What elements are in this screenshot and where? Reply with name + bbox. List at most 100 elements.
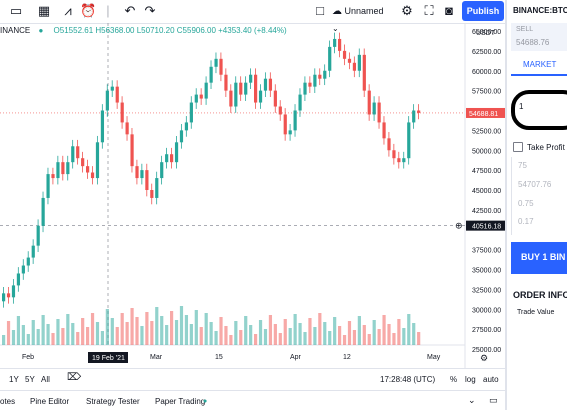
buy-button[interactable]: BUY 1 BIN: [511, 242, 567, 274]
alert-clock-icon[interactable]: ⏰: [80, 3, 97, 18]
price-chart[interactable]: USDT65000.0062500.0060000.0057500.005500…: [0, 23, 505, 368]
separator-icon: |: [106, 3, 110, 18]
fullscreen-icon[interactable]: ⛶: [424, 3, 434, 18]
candle-body: [412, 110, 416, 123]
tab-notes[interactable]: otes: [0, 397, 16, 406]
clock-time[interactable]: 17:28:48 (UTC): [380, 375, 436, 384]
volume-bar: [313, 327, 317, 345]
indicators-icon[interactable]: ⩘: [64, 3, 72, 18]
candle-body: [298, 94, 302, 111]
buy-label: BUY 1 BIN: [521, 252, 566, 262]
tp-amount-field[interactable]: 0.75: [518, 199, 534, 208]
volume-bar: [293, 314, 297, 345]
candle-body: [105, 90, 109, 111]
chart-area[interactable]: USDT65000.0062500.0060000.0057500.005500…: [0, 23, 505, 368]
time-axis-tick: Feb: [22, 354, 34, 361]
candle-body: [377, 102, 381, 123]
range-1y[interactable]: 1Y: [9, 375, 19, 384]
tab-strategy-tester[interactable]: Strategy Tester: [86, 397, 140, 406]
volume-bar: [130, 308, 134, 345]
price-axis-tick: 42500.00: [472, 208, 501, 215]
crosshair-price-tag: [466, 220, 505, 231]
volume-bar: [21, 325, 25, 345]
candle-body: [145, 170, 149, 190]
volume-bar: [76, 332, 80, 345]
candle-body: [189, 102, 193, 123]
layout-name-button[interactable]: ☁ Unnamed ⌄: [332, 3, 390, 33]
volume-bar: [179, 306, 184, 345]
range-all[interactable]: All: [41, 375, 50, 384]
volume-bar: [125, 322, 129, 345]
price-axis-tick: 62500.00: [472, 49, 501, 56]
volume-bar: [204, 313, 208, 345]
quantity-input[interactable]: 1: [519, 102, 524, 111]
volume-bar: [362, 325, 366, 345]
take-profit-checkbox[interactable]: [513, 142, 523, 152]
layout-square-icon[interactable]: □: [316, 3, 324, 18]
volume-bar: [352, 330, 357, 345]
calendar-alt-icon[interactable]: ▭: [9, 3, 23, 18]
candle-body: [214, 58, 218, 67]
candle-body: [328, 46, 332, 71]
tab-pine-editor[interactable]: Pine Editor: [30, 397, 70, 406]
candle-body: [46, 174, 50, 198]
candle-body: [6, 293, 11, 298]
candle-body: [209, 66, 213, 83]
volume-bar: [51, 333, 55, 345]
volume-bar: [170, 311, 174, 345]
auto-toggle[interactable]: auto: [483, 375, 499, 384]
volume-bar: [254, 334, 258, 345]
camera-icon[interactable]: ◙: [445, 3, 453, 18]
range-5y[interactable]: 5Y: [25, 375, 35, 384]
candle-body: [199, 94, 203, 99]
redo-icon[interactable]: ↷: [144, 3, 156, 18]
collapse-icon[interactable]: ⌄: [468, 395, 476, 405]
take-profit-label: Take Profit: [527, 143, 565, 152]
settings-icon[interactable]: ⚙: [401, 3, 413, 18]
price-axis-tick: 25000.00: [472, 347, 501, 354]
candle-body: [71, 146, 75, 163]
volume-bar: [229, 335, 233, 345]
volume-bar: [61, 328, 65, 345]
volume-bar: [249, 325, 253, 345]
volume-bar: [263, 329, 268, 345]
time-axis-tick: Mar: [150, 354, 163, 361]
candle-body: [357, 54, 361, 71]
grid-icon[interactable]: ▦: [37, 3, 51, 18]
tp-price-field[interactable]: 54707.76: [518, 180, 552, 189]
time-axis-tick: 15: [215, 354, 223, 361]
volume-bar: [26, 334, 30, 345]
candle-body: [303, 82, 307, 95]
volume-bar: [184, 315, 189, 345]
currency-label: USDT: [476, 30, 496, 37]
sell-button[interactable]: SELL 54688.76: [511, 23, 567, 51]
volume-bar: [135, 317, 139, 345]
volume-bar: [377, 329, 381, 345]
tab-paper-trading[interactable]: Paper Trading: [155, 397, 206, 406]
volume-bar: [278, 333, 282, 345]
log-toggle[interactable]: log: [465, 375, 476, 384]
candle-body: [125, 122, 129, 135]
publish-button[interactable]: Publish: [462, 1, 504, 21]
tp-percent-field[interactable]: 0.17: [518, 217, 534, 226]
crosshair-price-label: 40516.18: [472, 224, 501, 231]
tp-ticks-field[interactable]: 75: [518, 161, 527, 170]
maximize-icon[interactable]: ▭: [489, 395, 498, 405]
undo-icon[interactable]: ↶: [124, 3, 136, 18]
percent-toggle[interactable]: %: [450, 375, 458, 384]
volume-bar: [224, 326, 228, 345]
volume-bar: [41, 315, 45, 345]
volume-bar: [145, 312, 149, 345]
volume-bar: [194, 310, 198, 345]
tab-market[interactable]: MARKET: [523, 60, 557, 69]
volume-bar: [303, 332, 307, 345]
axis-settings-icon: ⚙: [480, 353, 488, 363]
candle-body: [2, 293, 6, 302]
candle-body: [204, 82, 208, 99]
goto-date-icon[interactable]: ⌦: [67, 372, 82, 383]
volume-bar: [189, 324, 193, 345]
volume-bar: [323, 322, 327, 345]
candle-body: [263, 78, 268, 91]
volume-bar: [273, 324, 277, 345]
candle-body: [26, 257, 30, 266]
